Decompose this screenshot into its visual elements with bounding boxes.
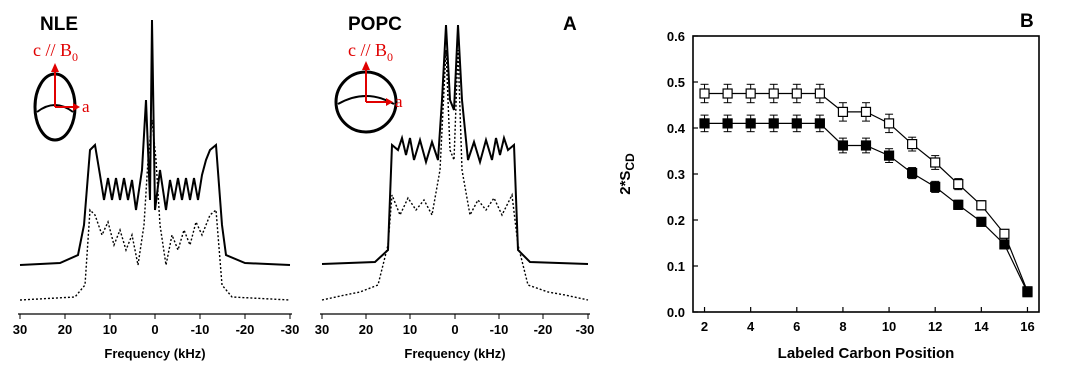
filled-square-point [722,118,733,129]
x-tick-label: -30 [576,322,595,337]
filled-square-point [860,140,872,151]
x-tick-label: 8 [839,319,846,334]
y-axis-ticks: 0.0 0.1 0.2 0.3 0.4 0.5 0.6 [667,29,698,320]
filled-square-point [837,140,849,151]
c-axis-label: c // B [348,40,387,60]
x-axis-title-popc: Frequency (kHz) [404,346,505,361]
open-square-point [907,139,918,150]
x-axis-ticks: 2 4 6 8 10 12 14 16 [701,307,1035,334]
open-square-point [745,88,756,99]
filled-square-point [930,181,941,192]
filled-square-point [699,118,710,129]
y-tick-label: 0.0 [667,305,685,320]
filled-square-point [976,216,987,227]
open-square-point [930,157,941,168]
x-tick-label: -30 [281,322,300,337]
filled-square-point [791,118,802,129]
x-tick-label: -20 [534,322,553,337]
svg-text:c // B0: c // B0 [348,40,393,64]
plot-frame [692,35,1040,313]
filled-square-point [953,199,964,210]
open-square-point [699,88,710,99]
data-series [699,83,1033,298]
a-axis-label: a [82,97,90,116]
x-tick-label: 20 [359,322,373,337]
open-square-point [791,88,802,99]
x-tick-label: 30 [315,322,329,337]
sample-label-popc: POPC [348,14,402,35]
y-tick-label: 0.1 [667,259,685,274]
open-square-point [860,106,872,118]
x-axis-title: Labeled Carbon Position [778,345,955,362]
spectrum-panel-popc: POPC A 30 20 10 0 -10 -20 -30 Frequency … [315,14,595,361]
spectrum-panel-nle: NLE 30 20 10 0 -10 -20 -30 Frequency (kH… [13,14,300,361]
sample-label-nle: NLE [40,14,78,35]
x-ticks-nle [19,314,291,319]
x-tick-label: 0 [151,322,158,337]
x-tick-label: 4 [747,319,755,334]
y-tick-label: 0.4 [667,121,686,136]
filled-square-point [814,118,825,129]
filled-square-point [745,118,756,129]
y-tick-label: 0.2 [667,213,685,228]
filled-square-point [768,118,779,129]
open-square-point [814,88,825,99]
spectrum-nle-solid [19,19,291,266]
open-square-point [837,106,849,118]
open-square-point [768,88,779,99]
open-square-point [883,118,895,129]
c-axis-label: c // B [33,40,72,60]
open-square-point [999,228,1010,239]
y-tick-label: 0.5 [667,75,685,90]
x-tick-label: 6 [793,319,800,334]
x-tick-label: 10 [103,322,117,337]
y-tick-label: 0.3 [667,167,685,182]
x-tick-label: 14 [974,319,989,334]
open-square-point [722,88,733,99]
open-square-point [953,179,964,190]
x-axis-title-nle: Frequency (kHz) [104,346,205,361]
x-tick-label: -10 [191,322,210,337]
y-axis-title-main: 2*S [617,171,634,195]
spectrum-popc-solid [321,24,589,265]
y-tick-label: 0.6 [667,29,685,44]
filled-square-point [1022,287,1033,298]
c-axis-subscript: 0 [72,50,78,64]
x-tick-label: 2 [701,319,708,334]
filled-square-point [907,167,918,179]
y-axis-title: 2*SCD [617,153,637,195]
x-tick-label: 30 [13,322,27,337]
x-tick-label: -20 [236,322,255,337]
a-axis-label: a [395,92,403,111]
svg-text:c // B0: c // B0 [33,40,78,64]
x-ticks-popc [321,314,589,319]
open-square-point [976,200,987,211]
orientation-inset-popc: c // B0 a [334,40,403,134]
x-tick-label: 10 [403,322,417,337]
panel-label-a: A [563,14,577,35]
spectrum-popc-dotted [321,49,589,301]
filled-square-point [883,150,895,161]
panel-label-b: B [1020,11,1034,32]
x-tick-label: -10 [490,322,509,337]
x-tick-label: 16 [1020,319,1034,334]
y-axis-title-sub: CD [623,153,637,171]
spectrum-nle-dotted [19,119,291,301]
order-parameter-chart: B 0.0 0.1 0.2 0.3 0.4 0.5 0.6 2 4 6 8 10 12 14 16 Lab… [617,11,1040,362]
x-tick-label: 10 [882,319,896,334]
filled-square-point [999,239,1010,250]
x-tick-label: 20 [58,322,72,337]
x-tick-label: 12 [928,319,942,334]
c-axis-subscript: 0 [387,50,393,64]
orientation-inset-nle: c // B0 a [33,40,90,142]
x-tick-label: 0 [451,322,458,337]
